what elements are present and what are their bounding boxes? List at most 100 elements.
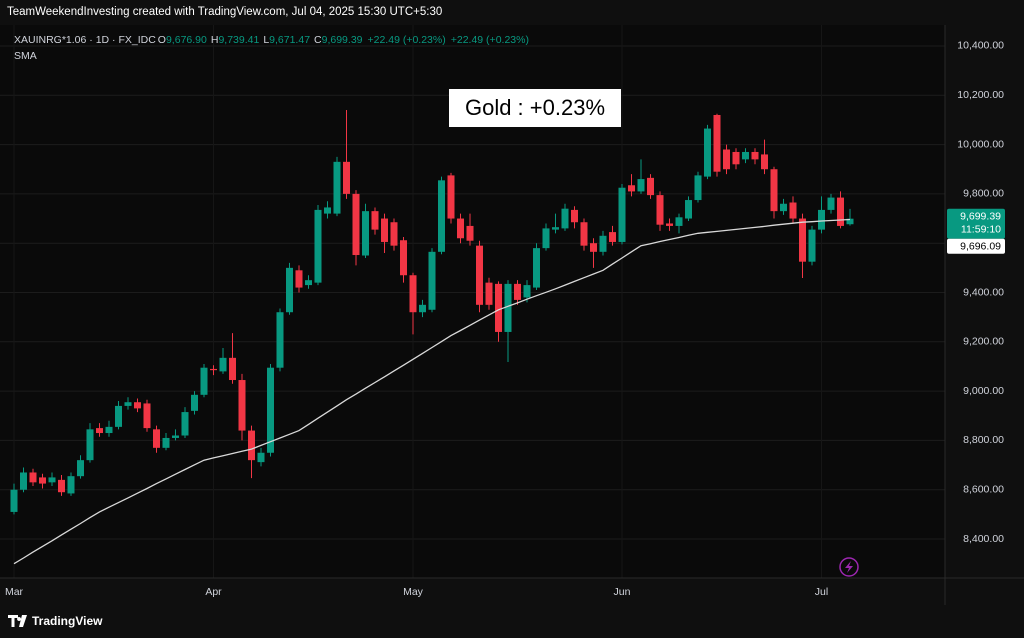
candle-body [10,489,18,512]
grid [0,25,945,578]
candle-body [466,225,474,241]
alert-icon [839,557,859,577]
candle-body [219,357,227,372]
sma-line [13,218,851,565]
candle-body [48,477,56,483]
candle-body [20,472,27,490]
candle-body [751,151,759,160]
ohlc-key: O [158,34,166,46]
candle-body [533,248,540,288]
sma-tag-label: 9,696.09 [960,240,1001,252]
candle-body [523,285,531,298]
candle-body [371,211,379,230]
candle-body [352,193,360,256]
marks [10,110,854,565]
candle-body [238,380,246,431]
candle-body [286,267,293,313]
annotation: Gold : +0.23% [465,95,605,120]
candle-body [808,229,816,262]
candle-body [324,207,331,214]
candle-body [827,197,835,210]
change: +22.49 (+0.23%) [451,34,529,46]
candle-body [105,426,113,434]
candle-body [789,202,797,219]
candle-body [248,430,255,461]
candle-body [96,428,103,434]
candle-body [115,405,122,427]
candle-body [362,211,369,256]
ohlc-key: L [263,34,269,46]
candle-body [305,280,312,286]
candle-body [704,128,711,177]
candle-body [295,270,303,288]
candle-body [485,282,493,305]
y-tick-label: 9,200.00 [963,336,1004,348]
x-tick-label: Jun [614,586,631,598]
y-tick-label: 9,000.00 [963,385,1004,397]
candle-body [770,169,778,212]
candle-body [476,245,483,305]
candle-body [172,435,179,438]
candle-body [257,452,265,463]
candle-body [343,161,350,194]
ohlc-value: 9,676.90 [166,34,207,46]
candle-body [694,175,702,201]
candle-body [580,222,588,246]
candle-body [846,218,854,225]
ohlc-value: 9,739.41 [218,34,259,46]
candle-body [181,412,189,436]
ohlc-key: C [314,34,322,46]
ohlc-key: H [211,34,219,46]
candle-body [67,476,75,494]
candle-body [495,283,502,332]
candle-body [761,154,768,170]
candle-body [742,151,749,160]
change: +22.49 (+0.23%) [368,34,446,46]
candle-body [504,283,512,332]
candle-body [685,200,692,219]
candle-body [134,402,141,409]
y-tick-label: 9,400.00 [963,286,1004,298]
candle-body [628,185,635,192]
candle-body [514,283,521,300]
y-tick-label: 10,400.00 [957,40,1004,52]
candle-body [428,251,436,310]
x-tick-label: Mar [5,586,24,598]
candle-body [39,477,46,484]
candle-body [837,197,844,226]
credit: TeamWeekendInvesting created with Tradin… [7,6,442,18]
candle-body [419,304,426,313]
ohlc-value: 9,699.39 [322,34,363,46]
brand-logo [8,615,27,627]
x-tick-label: May [403,586,424,598]
indicator-legend: SMA [14,50,37,62]
candle-body [200,367,208,395]
candle-body [609,232,616,242]
candle-body [799,218,806,262]
candle-body [818,209,825,230]
candle-body [191,394,198,411]
candle-body [124,402,132,406]
footer-bar [0,605,1024,638]
x-tick-label: Jul [815,586,828,598]
y-tick-label: 8,400.00 [963,533,1004,545]
y-tick-label: 10,000.00 [957,138,1004,150]
candle-body [590,243,597,252]
candle-body [457,218,464,239]
candle-body [381,218,388,242]
candle-body [732,151,740,165]
candle-body [86,429,94,461]
candle-body [713,114,721,172]
symbol: XAUINRG*1.06 · 1D · FX_IDC [14,34,156,46]
candle-body [143,403,151,429]
candle-body [447,175,455,219]
candle-body [647,177,654,196]
candle-body [780,203,787,212]
countdown: 11:59:10 [961,223,1001,235]
candle-body [552,227,559,230]
candle-body [409,275,417,313]
price-tag-label: 9,699.39 [960,210,1001,222]
candle-body [390,222,398,246]
